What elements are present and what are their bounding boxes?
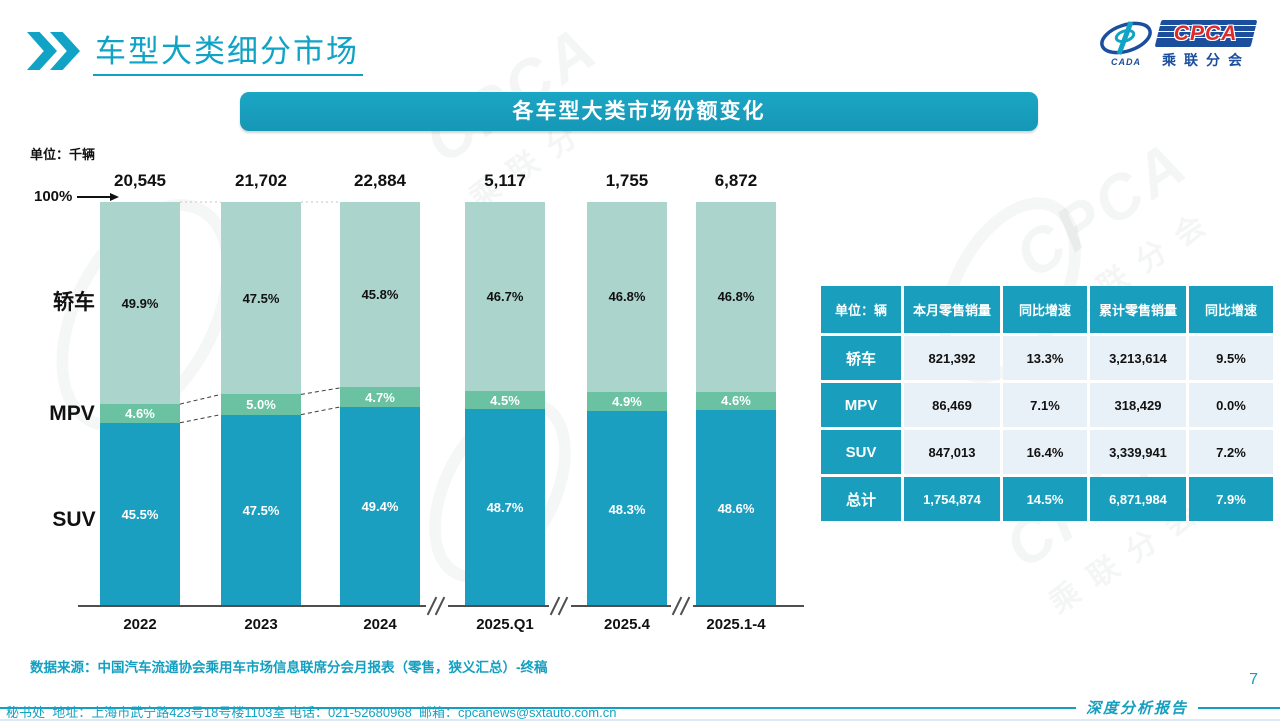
footer-rule: 深度分析报告: [0, 697, 1280, 718]
segment-label-MPV-2025.Q1: 4.5%: [490, 392, 520, 408]
segment-label-轿车-2024: 45.8%: [361, 287, 399, 303]
axis-break-icon: [426, 596, 448, 616]
segment-SUV-2025.Q1: 48.7%: [465, 409, 545, 607]
bar-2025.Q1: 46.7% 4.5% 48.7%: [465, 202, 545, 607]
series-label-suv: SUV: [52, 508, 96, 531]
segment-MPV-2025.4: 4.9%: [587, 391, 667, 412]
segment-label-SUV-2025.Q1: 48.7%: [486, 500, 524, 516]
bar-2023: 47.5% 5.0% 47.5%: [221, 202, 301, 607]
cpca-flag-icon: CPCA: [1154, 20, 1258, 47]
segment-label-轿车-2025.4: 46.8%: [608, 289, 646, 305]
axis-break-icon: [549, 596, 571, 616]
segment-label-MPV-2022: 4.6%: [125, 405, 155, 421]
x-tick-2022: 2022: [123, 616, 157, 633]
x-tick-2023: 2023: [244, 616, 278, 633]
series-label-sedan: 轿车: [53, 291, 95, 314]
bar-total-label-2022: 20,545: [114, 171, 166, 190]
segment-label-MPV-2023: 5.0%: [246, 397, 276, 412]
footer-contact: 秘书处 地址：上海市武宁路423号18号楼1103室 电话：021-526809…: [6, 705, 617, 720]
bar-2022: 49.9% 4.6% 45.5%: [100, 202, 180, 607]
segment-MPV-2024: 4.7%: [340, 387, 420, 407]
segment-MPV-2025.Q1: 4.5%: [465, 391, 545, 410]
segment-SUV-2022: 45.5%: [100, 422, 180, 607]
cada-ellipse-icon: CADA: [1098, 20, 1154, 67]
cada-wordmark: CADA: [1111, 57, 1141, 67]
segment-MPV-2025.1-4: 4.6%: [696, 391, 776, 411]
segment-label-MPV-2025.4: 4.9%: [612, 393, 642, 409]
axis-break-icon: [671, 596, 693, 616]
chart-title-banner: 各车型大类市场份额变化: [240, 92, 1038, 131]
segment-轿车-2025.4: 46.8%: [587, 202, 667, 392]
chart-unit-label: 单位：千辆: [30, 147, 96, 162]
table-row-sedan: 轿车 821,392 13.3% 3,213,614 9.5%: [821, 336, 1273, 380]
segment-label-SUV-2022: 45.5%: [121, 507, 159, 523]
segment-轿车-2023: 47.5%: [221, 202, 301, 395]
bar-total-label-2025.1-4: 6,872: [714, 171, 758, 190]
segment-label-SUV-2025.4: 48.3%: [608, 501, 646, 517]
segment-轿车-2022: 49.9%: [100, 202, 180, 405]
col-header-yoy-cumulative: 同比增速: [1189, 286, 1273, 333]
segment-SUV-2025.4: 48.3%: [587, 411, 667, 607]
segment-label-SUV-2025.1-4: 48.6%: [717, 501, 755, 517]
segment-MPV-2023: 5.0%: [221, 394, 301, 415]
table-row-mpv: MPV 86,469 7.1% 318,429 0.0%: [821, 383, 1273, 427]
bottom-edge-line: [0, 719, 1280, 721]
segment-label-SUV-2023: 47.5%: [242, 503, 280, 519]
col-header-monthly-retail: 本月零售销量: [904, 286, 1000, 333]
sales-table: 单位：辆 本月零售销量 同比增速 累计零售销量 同比增速 轿车 821,392 …: [818, 283, 1276, 524]
page-number: 7: [1249, 671, 1258, 688]
right-arrow-icon: [77, 192, 120, 201]
segment-轿车-2025.1-4: 46.8%: [696, 202, 776, 392]
bar-total-label-2025.Q1: 5,117: [484, 171, 526, 190]
bar-2025.4: 46.8% 4.9% 48.3%: [587, 202, 667, 607]
bar-total-label-2023: 21,702: [235, 171, 287, 190]
segment-SUV-2024: 49.4%: [340, 406, 420, 607]
col-header-cumulative-retail: 累计零售销量: [1090, 286, 1186, 333]
table-unit-header: 单位：辆: [821, 286, 901, 333]
chevron-icon: [27, 32, 57, 70]
series-label-mpv: MPV: [49, 402, 95, 425]
report-type-label: 深度分析报告: [1085, 699, 1188, 717]
segment-SUV-2025.1-4: 48.6%: [696, 410, 776, 607]
x-tick-2025.4: 2025.4: [604, 616, 650, 633]
logo-subtitle: 乘联分会: [1162, 52, 1250, 68]
y-axis-100-label: 100%: [34, 188, 120, 205]
bar-total-label-2025.4: 1,755: [605, 171, 649, 190]
x-tick-2024: 2024: [363, 616, 397, 633]
cpca-wordmark: CPCA: [1174, 21, 1238, 45]
x-tick-2025.1-4: 2025.1-4: [706, 616, 766, 633]
header: 车型大类细分市场: [27, 26, 363, 76]
segment-label-轿车-2025.1-4: 46.8%: [717, 289, 755, 305]
segment-MPV-2022: 4.6%: [100, 404, 180, 423]
segment-轿车-2024: 45.8%: [340, 202, 420, 388]
bar-2025.1-4: 46.8% 4.6% 48.6%: [696, 202, 776, 607]
data-source-note: 数据来源：中国汽车流通协会乘用车市场信息联席分会月报表（零售，狭义汇总）-终稿: [30, 660, 548, 675]
page-title: 车型大类细分市场: [93, 26, 363, 76]
table-row-total: 总计 1,754,874 14.5% 6,871,984 7.9%: [821, 477, 1273, 521]
bar-total-label-2024: 22,884: [354, 171, 406, 190]
segment-label-SUV-2024: 49.4%: [361, 499, 399, 515]
segment-label-轿车-2022: 49.9%: [121, 295, 159, 311]
table-header-row: 单位：辆 本月零售销量 同比增速 累计零售销量 同比增速: [821, 286, 1273, 333]
segment-SUV-2023: 47.5%: [221, 414, 301, 607]
bar-2024: 45.8% 4.7% 49.4%: [340, 202, 420, 607]
cpca-logo: CADA CPCA 乘联分会: [1098, 20, 1258, 70]
segment-轿车-2025.Q1: 46.7%: [465, 202, 545, 392]
x-tick-2025.Q1: 2025.Q1: [476, 616, 534, 633]
segment-label-MPV-2025.1-4: 4.6%: [721, 393, 751, 409]
col-header-yoy: 同比增速: [1003, 286, 1087, 333]
segment-label-轿车-2025.Q1: 46.7%: [486, 289, 524, 305]
segment-label-轿车-2023: 47.5%: [242, 290, 280, 306]
table-row-suv: SUV 847,013 16.4% 3,339,941 7.2%: [821, 430, 1273, 474]
segment-label-MPV-2024: 4.7%: [365, 389, 395, 405]
